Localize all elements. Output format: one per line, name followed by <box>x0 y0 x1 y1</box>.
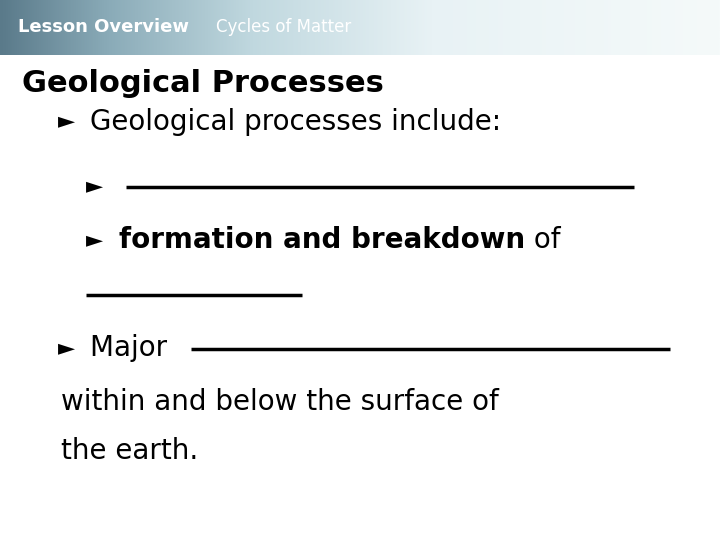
Text: within and below the surface of: within and below the surface of <box>61 388 499 416</box>
Text: Geological Processes: Geological Processes <box>22 69 384 98</box>
Text: Cycles of Matter: Cycles of Matter <box>216 18 351 37</box>
Text: Lesson Overview: Lesson Overview <box>18 18 189 37</box>
Text: Geological processes include:: Geological processes include: <box>90 107 501 136</box>
Text: formation and breakdown: formation and breakdown <box>119 226 525 254</box>
Bar <box>0 55 720 540</box>
Text: ►: ► <box>58 111 75 132</box>
Text: the earth.: the earth. <box>61 437 199 465</box>
Text: ►: ► <box>86 176 104 197</box>
Text: ►: ► <box>86 230 104 251</box>
Text: of: of <box>525 226 560 254</box>
Text: ►: ► <box>58 338 75 359</box>
Text: Major: Major <box>90 334 176 362</box>
